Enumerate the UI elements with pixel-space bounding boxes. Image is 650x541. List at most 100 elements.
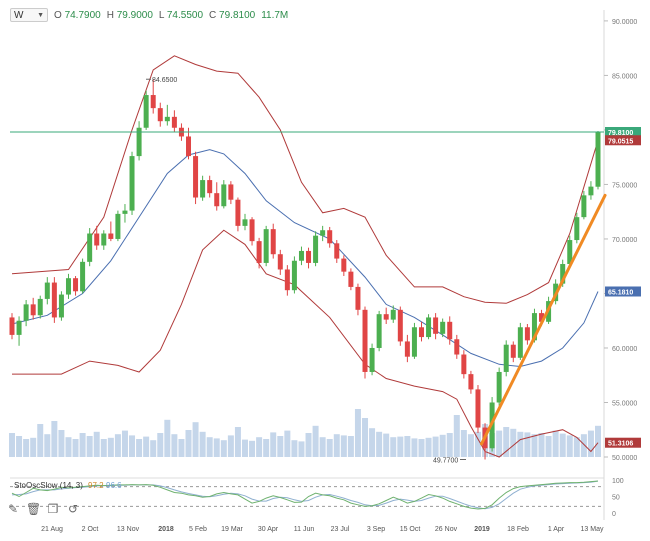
candle-body [517, 327, 523, 358]
ohlc-readout: O 74.7900 H 79.9000 L 74.5500 C 79.8100 … [54, 10, 288, 21]
candle-body [355, 286, 361, 310]
y-tick-label: 85.0000 [612, 73, 637, 80]
lower-band-tag: 51.3106 [608, 441, 633, 448]
x-tick-label: 26 Nov [435, 526, 458, 533]
candle-body [171, 116, 177, 128]
candle-body [440, 321, 446, 334]
volume-value: 11.7M [261, 9, 289, 21]
candle-body [426, 317, 432, 338]
volume-bar [23, 439, 30, 457]
volume-bar [171, 434, 178, 457]
volume-bar [44, 434, 51, 457]
volume-bar [474, 431, 481, 457]
bollinger-mid-line [11, 149, 599, 368]
volume-bar [460, 430, 467, 457]
high-value: 79.9000 [116, 9, 153, 21]
candle-body [298, 250, 304, 261]
candle-body [101, 233, 107, 246]
layers-icon[interactable]: ❐ [47, 502, 59, 516]
x-tick-label: 13 May [581, 526, 604, 533]
candle-body [588, 186, 594, 196]
volume-bar [312, 425, 319, 457]
candle-body [249, 219, 255, 242]
volume-bar [143, 436, 150, 457]
x-tick-label: 2 Oct [82, 526, 99, 533]
volume-bar [425, 437, 432, 457]
candle-body [369, 347, 375, 372]
volume-bar [432, 436, 439, 457]
volume-bar [587, 430, 594, 457]
volume-bar [227, 435, 234, 457]
drawing-toolbar: ✎ 🗑 ❐ ↺ [6, 502, 80, 516]
candle-body [404, 341, 410, 357]
volume-bar [136, 439, 143, 457]
volume-bar [263, 439, 270, 457]
candle-body [447, 321, 453, 340]
candle-body [574, 217, 580, 241]
volume-bar [390, 437, 397, 457]
candle-body [461, 354, 467, 375]
undo-icon[interactable]: ↺ [67, 502, 79, 516]
volume-bar [107, 437, 114, 457]
candle-body [433, 317, 439, 334]
chart-header: W ▼ O 74.7900 H 79.9000 L 74.5500 C 79.8… [10, 6, 288, 24]
volume-bar [93, 431, 100, 457]
candle-body [256, 241, 262, 263]
volume-bar [241, 439, 248, 457]
y-tick-label: 50.0000 [612, 455, 637, 462]
volume-bar [86, 436, 93, 457]
volume-bar [559, 433, 566, 457]
x-tick-label: 30 Apr [258, 526, 279, 533]
x-tick-label: 2018 [158, 526, 174, 533]
candle-body [136, 127, 142, 157]
volume-bar [234, 427, 241, 457]
candle-body [37, 298, 43, 316]
x-tick-label: 18 Feb [507, 526, 529, 533]
x-tick-label: 5 Feb [189, 526, 207, 533]
pencil-icon[interactable]: ✎ [7, 502, 19, 516]
candle-body [362, 309, 368, 372]
candle-body [108, 233, 114, 239]
candle-body [531, 313, 537, 341]
volume-bar [305, 433, 312, 457]
candle-body [291, 260, 297, 291]
candle-body [595, 131, 601, 187]
volume-bar [496, 430, 503, 457]
volume-bar [30, 437, 37, 457]
volume-bar [376, 431, 383, 457]
low-value: 74.5500 [166, 9, 204, 21]
volume-bar [79, 433, 86, 457]
volume-bar [573, 437, 580, 457]
volume-bar [157, 433, 164, 457]
candle-body [284, 269, 290, 291]
x-tick-label: 23 Jul [331, 526, 350, 533]
timeframe-select[interactable]: W ▼ [10, 8, 48, 22]
candle-body [468, 374, 474, 390]
volume-bar [566, 435, 573, 457]
candlesticks [9, 79, 601, 460]
candle-body [390, 309, 396, 320]
volume-bar [369, 428, 376, 457]
volume-bar [503, 427, 510, 457]
chevron-down-icon: ▼ [37, 11, 44, 19]
x-tick-label: 3 Sep [367, 526, 385, 533]
y-tick-label: 55.0000 [612, 400, 637, 407]
current-price-tag: 79.8100 [608, 130, 633, 137]
candle-body [411, 327, 417, 357]
y-tick-label: 60.0000 [612, 346, 637, 353]
trash-icon[interactable]: 🗑 [26, 502, 42, 516]
volume-bar [418, 439, 425, 457]
upper-band-tag: 79.0515 [608, 138, 633, 145]
candle-body [207, 180, 213, 194]
current-price-tag-bg [605, 126, 641, 137]
candle-body [263, 229, 269, 263]
volume-bar [510, 428, 517, 457]
volume-bar [439, 434, 446, 457]
volume-bar [326, 439, 333, 457]
volume-bar [220, 440, 227, 457]
candle-body [242, 219, 248, 226]
candle-body [320, 230, 326, 236]
candle-body [348, 271, 354, 287]
time-axis: 21 Aug 2 Oct 13 Nov 2018 5 Feb 19 Mar 30 Apr 11… [41, 526, 604, 533]
